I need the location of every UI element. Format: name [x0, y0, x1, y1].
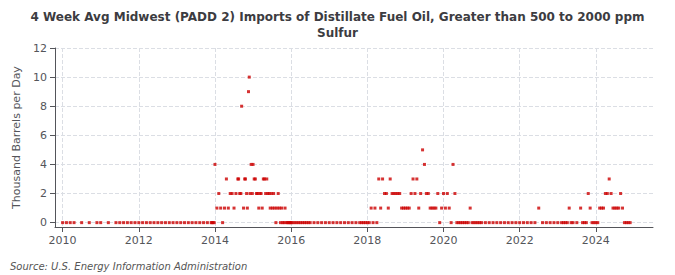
- svg-text:2024: 2024: [582, 234, 610, 247]
- svg-text:2016: 2016: [277, 234, 305, 247]
- svg-text:2018: 2018: [353, 234, 381, 247]
- svg-text:2020: 2020: [430, 234, 458, 247]
- svg-text:Sulfur: Sulfur: [317, 26, 358, 40]
- svg-text:2012: 2012: [125, 234, 153, 247]
- svg-text:2014: 2014: [201, 234, 229, 247]
- svg-text:0: 0: [40, 216, 47, 229]
- svg-text:8: 8: [40, 100, 47, 113]
- svg-text:10: 10: [33, 71, 47, 84]
- svg-text:6: 6: [40, 129, 47, 142]
- svg-text:2010: 2010: [49, 234, 77, 247]
- svg-text:12: 12: [33, 42, 47, 55]
- svg-text:4 Week Avg Midwest (PADD 2) Im: 4 Week Avg Midwest (PADD 2) Imports of D…: [30, 10, 644, 24]
- svg-text:Source: U.S. Energy Informatio: Source: U.S. Energy Information Administ…: [10, 261, 247, 272]
- svg-text:Thousand Barrels per Day: Thousand Barrels per Day: [10, 66, 23, 210]
- svg-text:2: 2: [40, 187, 47, 200]
- svg-text:2022: 2022: [506, 234, 534, 247]
- svg-text:4: 4: [40, 158, 47, 171]
